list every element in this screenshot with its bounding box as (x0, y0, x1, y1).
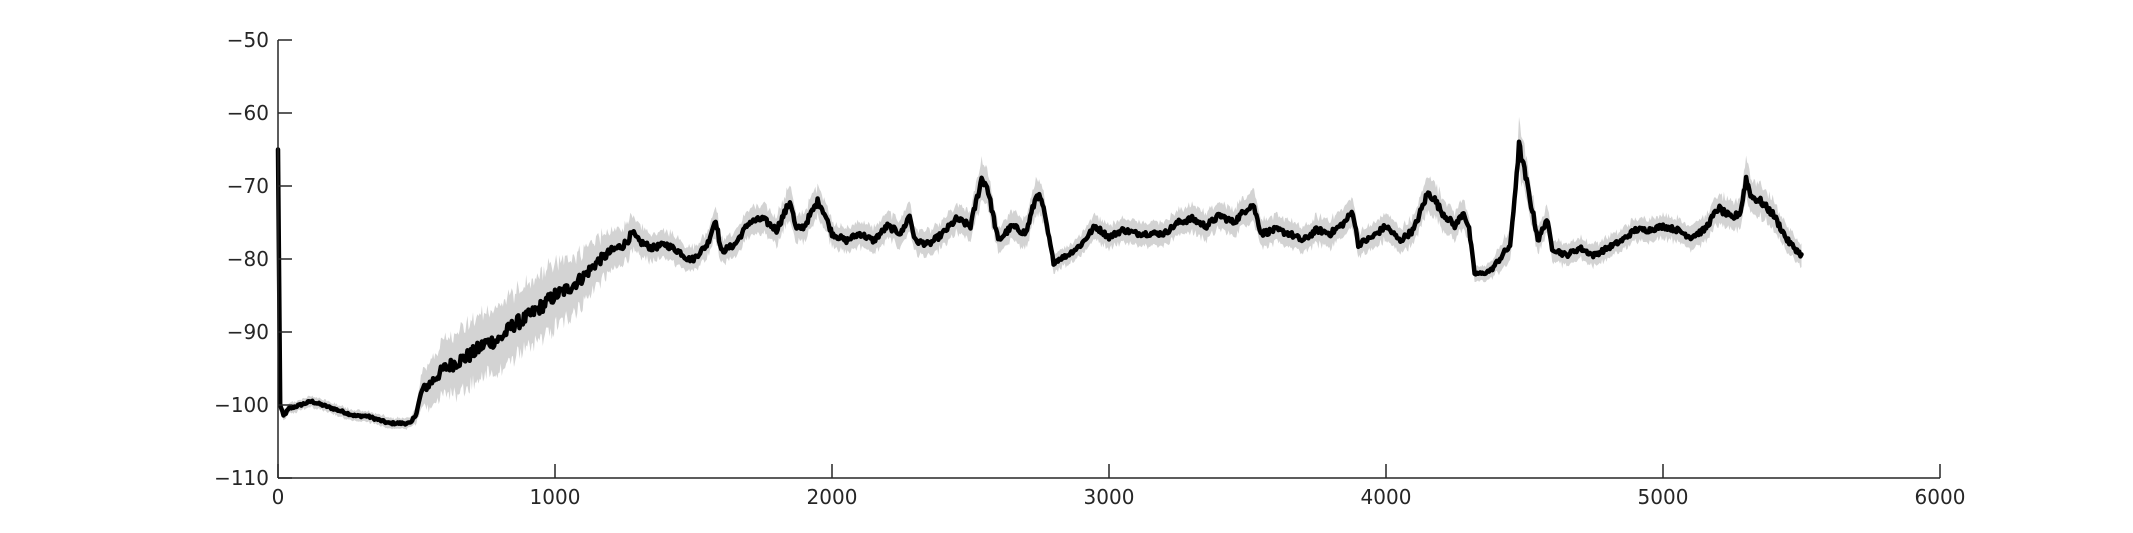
y-tick-label: −80 (227, 247, 269, 271)
x-tick-label: 1000 (530, 485, 581, 509)
x-tick-label: 6000 (1915, 485, 1966, 509)
x-tick-label: 2000 (807, 485, 858, 509)
y-tick-label: −60 (227, 101, 269, 125)
x-axis-ticks: 0 1000 2000 3000 4000 5000 6000 (272, 464, 1966, 509)
y-tick-label: −110 (214, 466, 269, 490)
x-tick-label: 0 (272, 485, 285, 509)
y-tick-label: −90 (227, 320, 269, 344)
plot-area (275, 116, 1804, 430)
y-axis-ticks: −110 −100 −90 −80 −70 −60 −50 (214, 28, 292, 490)
y-tick-label: −70 (227, 174, 269, 198)
y-tick-label: −50 (227, 28, 269, 52)
x-tick-label: 5000 (1638, 485, 1689, 509)
x-tick-label: 4000 (1361, 485, 1412, 509)
axes (277, 40, 1940, 479)
confidence-band (278, 116, 1802, 430)
mean-series-line (275, 139, 1804, 427)
x-tick-label: 3000 (1084, 485, 1135, 509)
y-tick-label: −100 (214, 393, 269, 417)
